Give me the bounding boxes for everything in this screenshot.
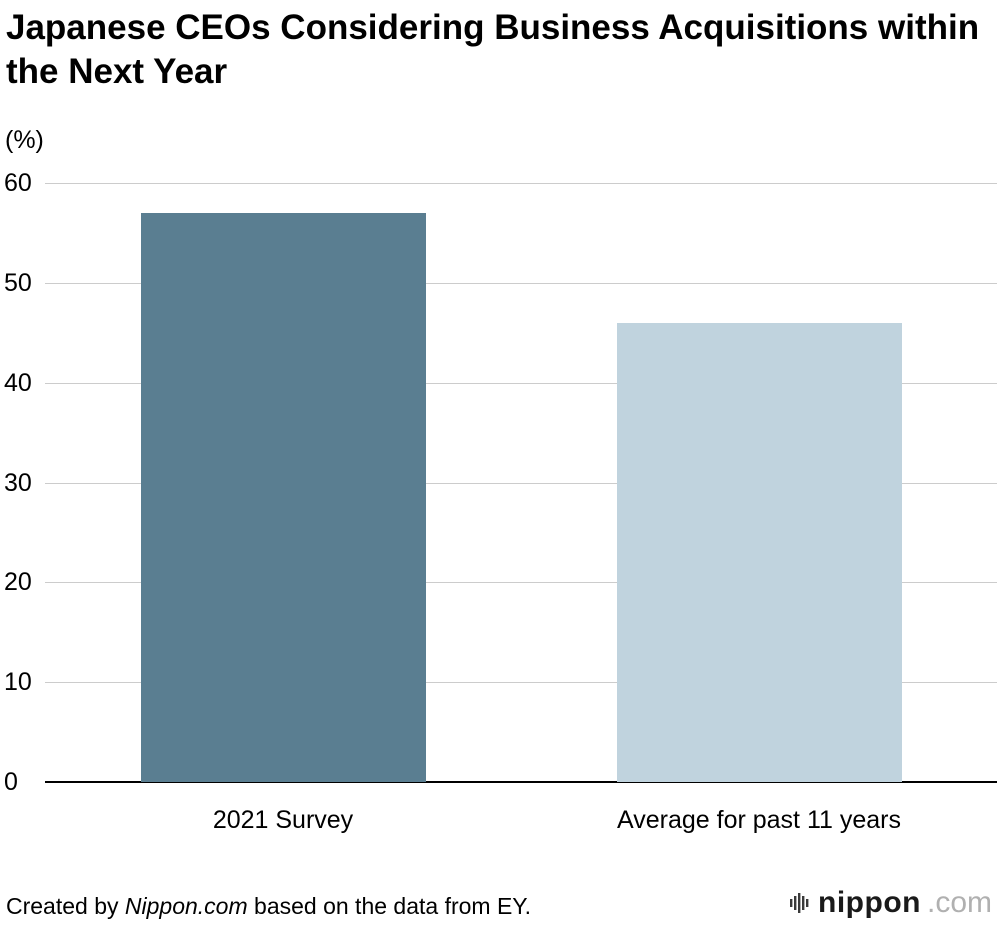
y-axis-unit-label: (%) bbox=[5, 126, 44, 154]
nippon-logo-bars-icon bbox=[790, 888, 812, 918]
nippon-com-logo: nippon .com bbox=[790, 886, 992, 920]
gridline-20 bbox=[45, 582, 997, 584]
y-tick-label-0: 0 bbox=[4, 768, 18, 796]
y-tick-label-30: 30 bbox=[4, 468, 32, 497]
source-note-brand: Nippon.com bbox=[124, 893, 248, 919]
nippon-logo-suffix: .com bbox=[926, 886, 992, 919]
y-tick-label-20: 20 bbox=[4, 568, 32, 597]
source-note-suffix: based on the data from EY. bbox=[247, 893, 532, 919]
gridline-10 bbox=[45, 682, 997, 684]
bar-1 bbox=[140, 212, 426, 782]
source-note: Created by Nippon.com based on the data … bbox=[6, 893, 531, 920]
gridline-60 bbox=[45, 183, 997, 184]
y-tick-label-50: 50 bbox=[4, 268, 32, 297]
gridline-40 bbox=[45, 382, 997, 384]
x-category-label-2: Average for past 11 years bbox=[617, 806, 901, 834]
nippon-logo-text: nippon bbox=[818, 886, 921, 919]
x-category-label-1: 2021 Survey bbox=[212, 806, 354, 834]
chart-title: Japanese CEOs Considering Business Acqui… bbox=[6, 8, 980, 91]
y-tick-label-10: 10 bbox=[4, 668, 32, 697]
gridline-50 bbox=[45, 282, 997, 284]
gridline-30 bbox=[45, 482, 997, 484]
bar-2 bbox=[616, 322, 902, 782]
source-note-prefix: Created by bbox=[6, 893, 125, 919]
y-tick-label-60: 60 bbox=[4, 169, 32, 197]
x-axis-line bbox=[45, 781, 997, 783]
y-tick-label-40: 40 bbox=[4, 368, 32, 397]
